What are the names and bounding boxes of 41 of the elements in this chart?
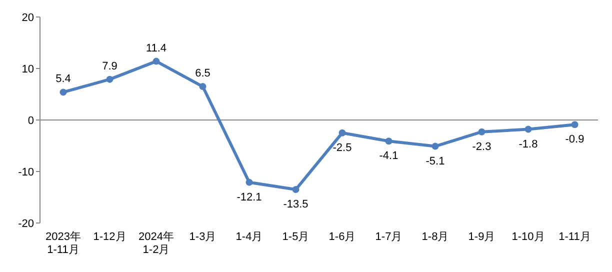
data-label: -2.5 <box>332 142 352 154</box>
data-label: 7.9 <box>102 60 118 72</box>
x-tick-label: 1-3月 <box>189 231 216 243</box>
x-tick-label: 1-8月 <box>422 231 449 243</box>
x-tick-label: 1-9月 <box>468 231 496 243</box>
point <box>292 186 300 194</box>
y-tick-label: -20 <box>18 218 34 230</box>
x-tick-label: 2023年 1-11月 <box>46 231 81 256</box>
x-tick-label: 1-10月 <box>512 231 545 243</box>
data-label: -12.1 <box>236 191 262 204</box>
x-tick-label: 1-4月 <box>236 231 263 243</box>
x-tick-label: 1-11月 <box>558 231 591 243</box>
point <box>524 126 532 133</box>
y-tick-label: -10 <box>18 166 34 178</box>
point <box>60 88 67 96</box>
point <box>432 142 439 150</box>
y-tick-label: 20 <box>22 12 34 24</box>
point <box>246 178 253 186</box>
y-tick-label: 0 <box>28 115 34 127</box>
x-tick-label: 2024年 1-2月 <box>138 231 174 256</box>
y-tick-label: 10 <box>22 64 34 76</box>
data-label: 6.5 <box>195 68 210 80</box>
x-tick-label: 1-6月 <box>328 231 356 243</box>
x-tick-label: 1-5月 <box>282 231 310 243</box>
data-label: -5.1 <box>426 155 445 168</box>
point <box>199 83 206 90</box>
point <box>338 129 346 136</box>
data-label: -4.1 <box>379 150 398 162</box>
point <box>478 128 486 136</box>
data-label: -13.5 <box>283 198 308 211</box>
point <box>152 58 160 65</box>
point <box>571 121 578 128</box>
data-label: -2.3 <box>472 140 492 153</box>
data-label: -0.9 <box>565 134 584 146</box>
data-label: 5.4 <box>56 73 71 86</box>
point <box>106 76 114 83</box>
point <box>385 138 392 145</box>
data-label: 11.4 <box>146 42 167 54</box>
x-tick-label: 1-7月 <box>375 231 402 243</box>
data-label: -1.8 <box>518 138 538 150</box>
x-tick-label: 1-12月 <box>93 231 126 243</box>
